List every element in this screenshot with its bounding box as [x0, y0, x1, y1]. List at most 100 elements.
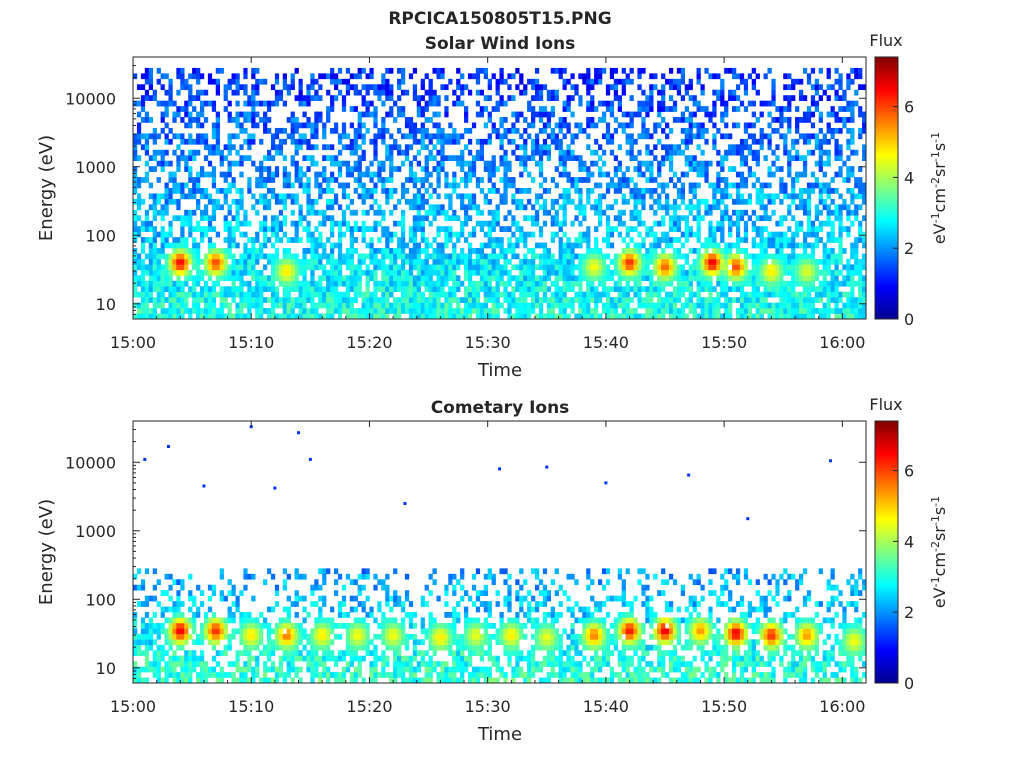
heatmap-cell: [487, 291, 492, 298]
heatmap-cell: [850, 111, 855, 118]
heatmap-cell: [136, 122, 142, 129]
heatmap-cell: [164, 182, 169, 189]
heatmap-cell: [503, 182, 508, 189]
heatmap-cell: [507, 248, 512, 254]
heatmap-cell: [806, 78, 812, 85]
heatmap-cell: [507, 209, 512, 216]
heatmap-cell: [724, 269, 729, 276]
heatmap-cell: [361, 193, 366, 200]
heatmap-cell: [783, 269, 788, 276]
heatmap-cell: [464, 204, 469, 211]
heatmap-cell: [298, 84, 303, 91]
heatmap-cell: [164, 111, 169, 118]
heatmap-cell: [692, 193, 697, 200]
heatmap-cell: [542, 280, 548, 287]
heatmap-cell: [333, 302, 339, 309]
heatmap-cell: [156, 291, 161, 298]
heatmap-cell: [594, 149, 599, 156]
heatmap-cell: [192, 117, 197, 123]
heatmap-cell: [862, 253, 867, 260]
heatmap-cell: [136, 302, 142, 309]
heatmap-cell: [408, 204, 414, 211]
heatmap-cell: [676, 308, 682, 314]
heatmap-cell: [598, 248, 603, 254]
heatmap-cell: [562, 220, 567, 227]
heatmap-cell: [196, 242, 201, 249]
heatmap-cell: [464, 160, 469, 167]
heatmap-cell: [353, 149, 358, 156]
heatmap-cell: [720, 275, 725, 282]
heatmap-cell: [594, 67, 599, 74]
heatmap-cell: [440, 133, 445, 140]
heatmap-cell: [771, 84, 776, 91]
heatmap-cell: [743, 275, 749, 282]
heatmap-cell: [294, 226, 299, 232]
heatmap-cell: [326, 313, 331, 320]
heatmap-cell: [661, 237, 666, 243]
heatmap-cell: [176, 286, 181, 293]
heatmap-cell: [668, 177, 674, 183]
heatmap-cell: [629, 133, 634, 140]
heatmap-cell: [416, 248, 421, 254]
heatmap-cell: [578, 198, 583, 205]
heatmap-cell: [389, 258, 394, 265]
heatmap-cell: [527, 155, 532, 162]
heatmap-cell: [341, 280, 347, 287]
heatmap-cell: [708, 242, 713, 249]
heatmap-cell: [247, 155, 252, 162]
heatmap-cell: [818, 291, 823, 298]
heatmap-cell: [314, 253, 319, 260]
heatmap-cell: [180, 269, 185, 276]
heatmap-cell: [483, 166, 488, 172]
heatmap-cell: [259, 286, 264, 293]
heatmap-cell: [381, 258, 386, 265]
heatmap-cell: [708, 220, 713, 227]
heatmap-cell: [523, 242, 528, 249]
heatmap-cell: [180, 297, 185, 303]
heatmap-cell: [263, 182, 268, 189]
heatmap-cell: [144, 302, 150, 309]
heatmap-cell: [574, 253, 579, 260]
heatmap-cell: [318, 220, 323, 227]
heatmap-cell: [424, 177, 429, 183]
heatmap-cell: [369, 171, 374, 178]
heatmap-cell: [278, 144, 284, 151]
heatmap-cell: [684, 231, 689, 238]
heatmap-cell: [274, 258, 280, 265]
heatmap-cell: [168, 253, 173, 260]
heatmap-cell: [416, 204, 421, 211]
heatmap-cell: [649, 171, 654, 178]
heatmap-cell: [810, 95, 816, 101]
heatmap-cell: [562, 122, 567, 129]
heatmap-cell: [495, 204, 500, 211]
heatmap-cell: [420, 182, 425, 189]
heatmap-cell: [412, 264, 418, 271]
heatmap-cell: [483, 264, 488, 271]
heatmap-cell: [428, 84, 433, 91]
heatmap-cell: [834, 264, 839, 271]
heatmap-cell: [858, 166, 863, 172]
heatmap-cell: [211, 248, 217, 254]
heatmap-cell: [259, 220, 264, 227]
heatmap-cell: [361, 253, 366, 260]
heatmap-cell: [263, 286, 268, 293]
heatmap-cell: [385, 198, 390, 205]
heatmap-cell: [408, 231, 414, 238]
heatmap-cell: [818, 117, 823, 123]
heatmap-cell: [633, 253, 638, 260]
heatmap-cell: [708, 111, 713, 118]
heatmap-cell: [822, 138, 827, 145]
heatmap-cell: [605, 269, 611, 276]
heatmap-cell: [314, 111, 319, 118]
heatmap-cell: [298, 95, 303, 101]
heatmap-cell: [523, 155, 528, 162]
heatmap-cell: [365, 73, 370, 80]
heatmap-cell: [696, 248, 701, 254]
heatmap-cell: [290, 138, 295, 145]
heatmap-cell: [428, 204, 433, 211]
heatmap-cell: [570, 95, 575, 101]
heatmap-cell: [349, 269, 354, 276]
heatmap-cell: [412, 291, 418, 298]
heatmap-cell: [369, 177, 374, 183]
heatmap-cell: [211, 226, 217, 232]
